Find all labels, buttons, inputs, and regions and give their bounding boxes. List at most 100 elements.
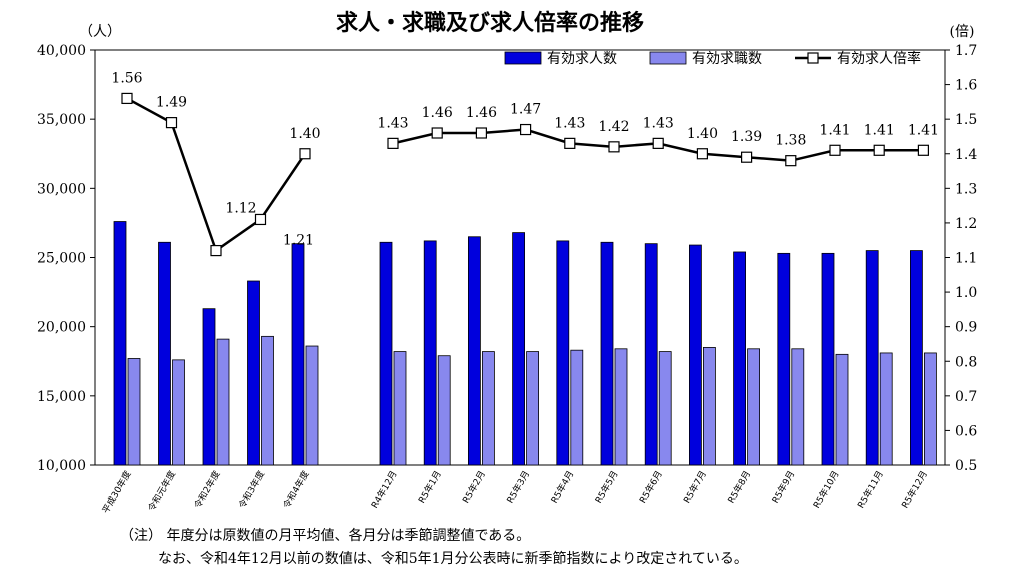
y-right-tick-label: 1.3 (955, 181, 977, 197)
y-left-tick-label: 30,000 (37, 181, 86, 197)
ratio-marker (387, 137, 399, 149)
bar-jobs (202, 308, 216, 466)
ratio-marker (873, 144, 885, 156)
ratio-data-label: 1.40 (687, 126, 718, 142)
x-tick-label: 平成30年度 (99, 469, 133, 516)
ratio-marker (210, 244, 222, 257)
bar-jobs (821, 252, 835, 466)
ratio-marker (829, 144, 841, 156)
ratio-marker (785, 155, 797, 167)
ratio-data-label: 1.47 (510, 102, 541, 118)
x-tick-label: R5年11月 (855, 469, 886, 511)
legend-label: 有効求職数 (692, 51, 762, 67)
bar-jobs (865, 250, 879, 466)
ratio-marker (431, 127, 443, 139)
bar-seekers (791, 348, 805, 466)
x-tick-label: R5年12月 (899, 469, 930, 511)
ratio-data-label: 1.41 (864, 122, 895, 138)
ratio-data-label: 1.46 (422, 105, 453, 121)
bar-seekers (261, 335, 274, 466)
ratio-marker (519, 123, 532, 136)
y-right-tick-label: 1.0 (955, 285, 977, 301)
y-left-tick-label: 10,000 (37, 458, 86, 474)
ratio-marker (475, 127, 487, 139)
x-tick-label: R5年3月 (504, 469, 532, 506)
y-left-unit: （人） (79, 24, 121, 40)
ratio-data-label: 1.56 (111, 70, 142, 86)
y-left-tick-label: 15,000 (37, 389, 86, 405)
y-right-tick-label: 1.5 (955, 112, 977, 128)
bar-seekers (835, 353, 849, 466)
y-right-tick-label: 0.5 (955, 458, 977, 474)
y-right-tick-label: 1.7 (955, 43, 977, 59)
ratio-data-label: 1.43 (554, 115, 585, 131)
legend-label: 有効求人倍率 (837, 50, 921, 67)
x-tick-label: R5年6月 (637, 469, 665, 506)
x-tick-label: R5年9月 (769, 469, 797, 506)
bar-seekers (172, 359, 185, 466)
bar-seekers (658, 351, 672, 466)
ratio-marker (564, 137, 576, 149)
bar-jobs (423, 240, 437, 466)
x-tick-label: 令和3年度 (236, 469, 267, 511)
bars (113, 221, 937, 466)
x-tick-label: R5年1月 (416, 469, 444, 506)
x-tick-label: 令和元年度 (145, 469, 178, 514)
ratio-line (126, 97, 307, 253)
bar-jobs (113, 221, 127, 466)
bar-seekers (879, 352, 893, 466)
note-line-1: （注） 年度分は原数値の月平均値、各月分は季節調整値である。 (120, 528, 531, 544)
data-labels: 1.56 1.49 1.12 1.21 1.40 1.43 1.46 1.46 1.47 1.43… (111, 70, 939, 248)
bar-jobs (733, 251, 746, 466)
y-right-tick-label: 1.6 (955, 78, 977, 94)
x-tick-label: R5年4月 (548, 469, 576, 506)
bar-jobs (556, 240, 570, 466)
axes: 10,000 15,000 20,000 25,000 30,000 35,000 40,0… (37, 24, 977, 474)
x-tick-label: R5年10月 (810, 469, 841, 511)
bar-jobs (512, 232, 525, 466)
y-right-tick-label: 0.6 (955, 423, 977, 439)
y-left-tick-label: 35,000 (37, 112, 86, 128)
bar-seekers (924, 352, 937, 466)
ratio-data-label: 1.38 (775, 133, 806, 149)
bar-jobs (600, 241, 614, 466)
bar-jobs (158, 241, 171, 466)
bar-jobs (777, 252, 791, 466)
bar-seekers (614, 348, 628, 466)
y-right-tick-label: 0.7 (955, 389, 977, 405)
x-tick-label: R5年8月 (725, 469, 753, 506)
ratio-data-label: 1.46 (466, 105, 497, 121)
x-tick-label: R4年12月 (368, 469, 399, 511)
legend-marker (807, 52, 819, 64)
y-left-tick-label: 25,000 (37, 251, 86, 267)
bar-seekers (437, 355, 451, 466)
bar-jobs (379, 241, 393, 466)
y-right-tick-label: 1.4 (955, 147, 977, 163)
ratio-data-label: 1.42 (598, 119, 629, 135)
bar-seekers (127, 358, 141, 466)
ratio-marker (299, 148, 311, 160)
note-line-2: なお、令和4年12月以前の数値は、令和5年1月分公表時に新季節指数により改定され… (158, 551, 748, 567)
ratio-marker (165, 117, 178, 129)
y-left-tick-label: 20,000 (37, 320, 86, 336)
x-tick-label: R5年7月 (681, 469, 709, 506)
x-tick-label: 令和2年度 (191, 469, 222, 511)
x-tick-label: R5年5月 (592, 469, 620, 506)
bar-seekers (526, 351, 539, 466)
ratio-marker (652, 137, 664, 149)
ratio-marker (254, 213, 267, 226)
y-right-unit: (倍) (950, 24, 975, 40)
bar-jobs (644, 243, 658, 466)
ratio-data-label: 1.21 (283, 232, 314, 248)
ratio-data-label: 1.12 (225, 201, 256, 217)
x-tick-label: R5年2月 (460, 469, 488, 506)
y-right-tick-label: 0.8 (955, 354, 977, 370)
bar-jobs (910, 250, 923, 466)
legend-swatch (649, 51, 687, 65)
bar-jobs (247, 280, 260, 466)
bar-seekers (305, 345, 319, 466)
bar-seekers (481, 351, 495, 466)
x-tick-labels: 平成30年度 令和元年度 令和2年度 令和3年度 令和4年度 R4年12月 R5年1月 R5年… (99, 469, 930, 516)
legend-label: 有効求人数 (547, 51, 617, 67)
ratio-data-label: 1.41 (908, 122, 939, 138)
